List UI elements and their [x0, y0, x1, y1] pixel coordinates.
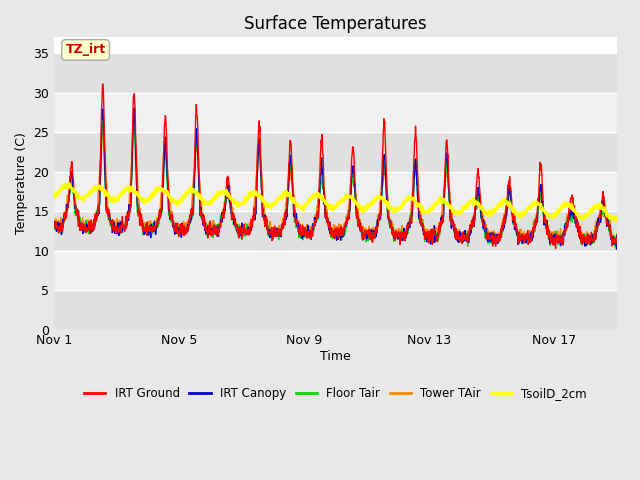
Y-axis label: Temperature (C): Temperature (C)	[15, 132, 28, 234]
Bar	[54, 93, 617, 132]
Bar	[54, 211, 617, 251]
Legend: IRT Ground, IRT Canopy, Floor Tair, Tower TAir, TsoilD_2cm: IRT Ground, IRT Canopy, Floor Tair, Towe…	[79, 382, 592, 405]
Text: TZ_irt: TZ_irt	[65, 43, 106, 57]
Bar	[54, 53, 617, 93]
Bar	[54, 171, 617, 211]
X-axis label: Time: Time	[320, 350, 351, 363]
Title: Surface Temperatures: Surface Temperatures	[244, 15, 427, 33]
Bar	[54, 132, 617, 171]
Bar	[54, 251, 617, 290]
Bar	[54, 290, 617, 329]
